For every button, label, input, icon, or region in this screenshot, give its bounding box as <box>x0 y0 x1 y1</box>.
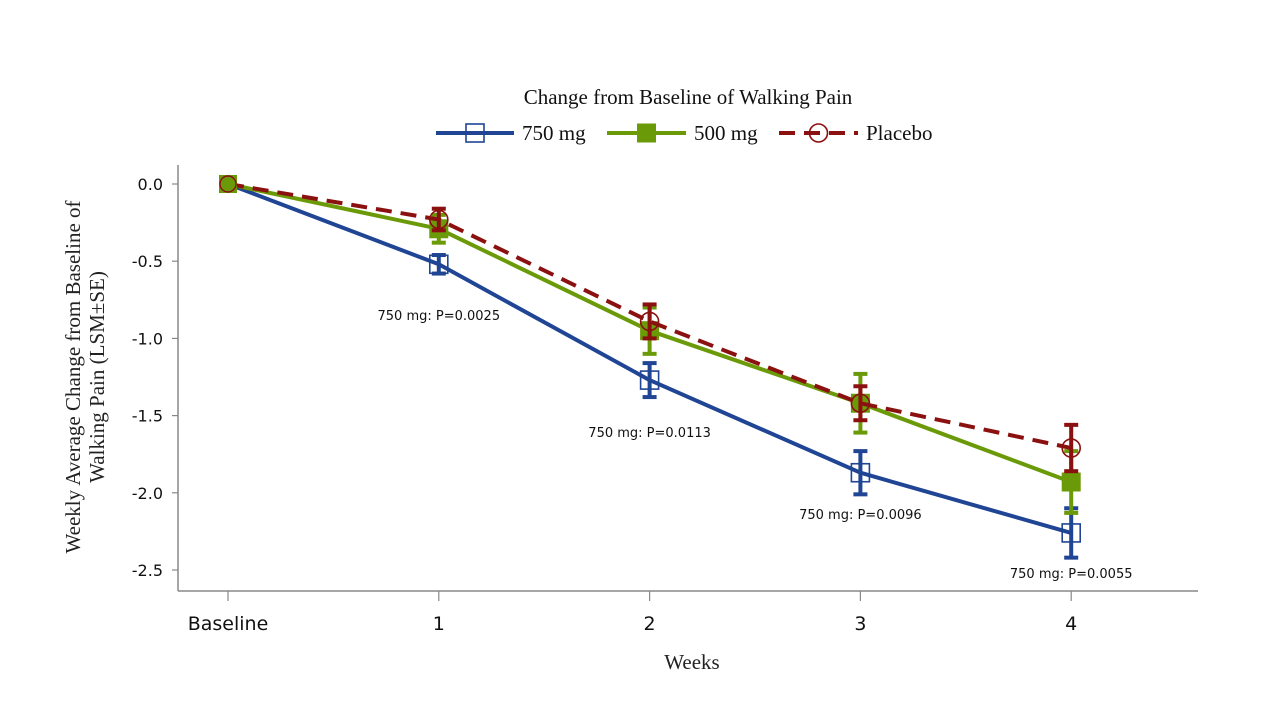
y-tick-label: -1.5 <box>132 407 163 426</box>
x-ticks: Baseline 1 2 3 4 <box>188 591 1077 635</box>
legend: 750 mg 500 mg Placebo <box>436 121 932 145</box>
data-point <box>850 393 871 414</box>
x-tick-label: Baseline <box>188 613 269 635</box>
x-tick-label: 4 <box>1065 613 1077 635</box>
data-point <box>428 254 449 275</box>
x-tick-label: 2 <box>644 613 656 635</box>
data-point <box>1061 472 1081 492</box>
data-point <box>639 370 660 390</box>
legend-label: 500 mg <box>694 121 758 145</box>
x-axis-label: Weeks <box>664 650 719 674</box>
x-tick-label: 3 <box>854 613 866 635</box>
y-tick-label: -0.5 <box>132 252 163 271</box>
axes <box>177 165 1198 592</box>
data-point <box>639 311 660 332</box>
p-value-annotation: 750 mg: P=0.0025 <box>378 309 501 324</box>
series-placebo <box>227 182 1081 474</box>
baseline-point <box>219 175 237 193</box>
data-point <box>219 175 237 193</box>
legend-item: 500 mg <box>607 121 758 145</box>
p-value-annotation: 750 mg: P=0.0113 <box>588 426 711 441</box>
legend-item: 750 mg <box>436 121 586 145</box>
y-axis-label-line-2: Walking Pain (LSM±SE) <box>85 271 109 483</box>
data-point <box>428 209 449 230</box>
data-point <box>1061 523 1081 543</box>
y-axis-label: Weekly Average Change from Baseline of W… <box>61 200 109 553</box>
legend-label: 750 mg <box>522 121 586 145</box>
legend-marker <box>465 123 485 143</box>
p-value-annotation: 750 mg: P=0.0096 <box>799 508 922 523</box>
series-line <box>227 182 1072 535</box>
legend-item: Placebo <box>779 121 932 145</box>
y-ticks: 0.0 -0.5 -1.0 -1.5 -2.0 -2.5 <box>132 175 178 580</box>
legend-label: Placebo <box>866 121 932 145</box>
series-750-mg <box>227 182 1081 560</box>
legend-marker <box>637 123 656 143</box>
p-value-annotations: 750 mg: P=0.0025 750 mg: P=0.0113 750 mg: … <box>378 309 1133 582</box>
x-tick-label: 1 <box>433 613 445 635</box>
data-point <box>1061 438 1081 458</box>
data-point <box>850 462 871 483</box>
p-value-annotation: 750 mg: P=0.0055 <box>1010 567 1133 582</box>
y-tick-label: -2.0 <box>132 484 163 503</box>
plot-area <box>219 175 1081 560</box>
y-tick-label: 0.0 <box>138 175 163 194</box>
chart-title: Change from Baseline of Walking Pain <box>524 85 853 109</box>
y-axis-label-line-1: Weekly Average Change from Baseline of <box>61 200 85 553</box>
y-tick-label: -2.5 <box>132 561 163 580</box>
legend-marker <box>808 123 829 143</box>
y-tick-label: -1.0 <box>132 329 163 348</box>
